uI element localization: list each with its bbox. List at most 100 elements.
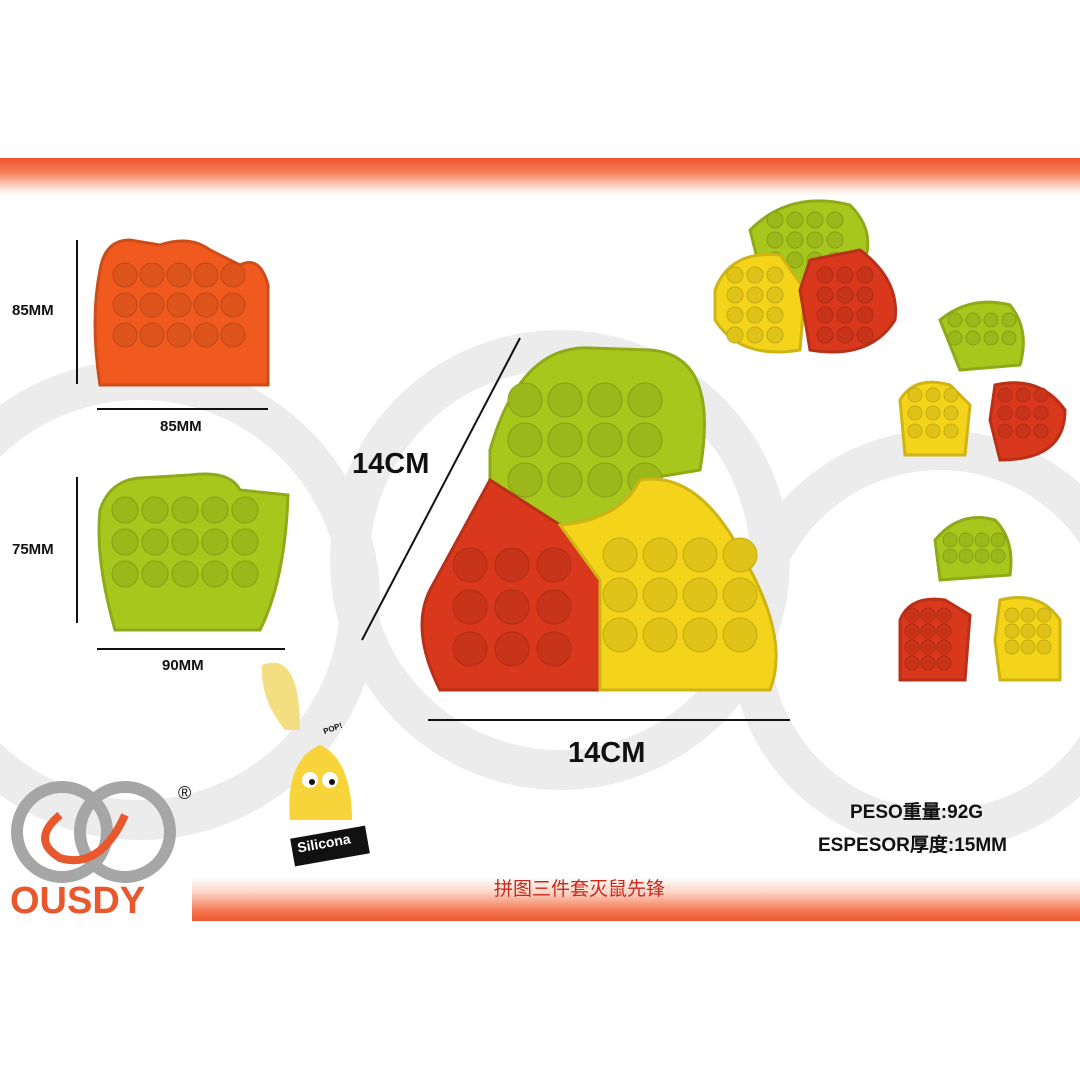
bubble [907, 423, 923, 439]
bubble [965, 312, 981, 328]
bubble [220, 262, 246, 288]
bubble [726, 266, 744, 284]
main-side-label: 14CM [352, 448, 430, 480]
bubble [936, 655, 952, 671]
bubble [1020, 623, 1036, 639]
bubble [974, 532, 990, 548]
bubble [507, 382, 543, 418]
bubble [642, 537, 678, 573]
bubble [722, 617, 758, 653]
bubble [826, 231, 844, 249]
bubble [171, 528, 199, 556]
bubble [936, 623, 952, 639]
thickness-spec: ESPESOR厚度:15MM [818, 835, 1007, 856]
bubble [990, 548, 1006, 564]
bubble [171, 496, 199, 524]
bubble [766, 231, 784, 249]
bubble [587, 462, 623, 498]
piece2-height-label: 75MM [12, 541, 54, 558]
bubble [111, 528, 139, 556]
bottom-banner [192, 877, 1080, 921]
bubble [920, 607, 936, 623]
bubble [947, 312, 963, 328]
bubble [726, 326, 744, 344]
bubble [547, 462, 583, 498]
bottom-right-yellow [993, 596, 1062, 682]
bubble [494, 589, 530, 625]
bubble [452, 631, 488, 667]
bubble [856, 286, 874, 304]
bubble [494, 631, 530, 667]
bubble [766, 326, 784, 344]
bubble [746, 266, 764, 284]
bubble [997, 405, 1013, 421]
silicona-mascot [261, 662, 370, 867]
bubble [1004, 623, 1020, 639]
green-piece [97, 472, 290, 632]
bubble [990, 532, 1006, 548]
bubble [936, 639, 952, 655]
bubble [925, 405, 941, 421]
bubble [139, 322, 165, 348]
bubble [943, 405, 959, 421]
main-yellow-piece [557, 477, 778, 692]
mid-right-yellow [898, 380, 972, 457]
bubble [112, 292, 138, 318]
footer-title: 拼图三件套灭鼠先锋 [494, 879, 666, 900]
bubble [786, 231, 804, 249]
bubble [907, 387, 923, 403]
bubble [816, 286, 834, 304]
bubble [816, 306, 834, 324]
bubble [856, 326, 874, 344]
bubble [925, 387, 941, 403]
bubble [627, 422, 663, 458]
bubble [193, 322, 219, 348]
piece1-width-label: 85MM [160, 418, 202, 435]
bubble [816, 326, 834, 344]
bubble [536, 631, 572, 667]
bubble [766, 306, 784, 324]
ousdy-logo [11, 781, 176, 883]
bubble [856, 266, 874, 284]
bubble [958, 548, 974, 564]
bubble [1033, 423, 1049, 439]
bubble [220, 322, 246, 348]
bubble [507, 462, 543, 498]
bubble [856, 306, 874, 324]
bubble [1004, 639, 1020, 655]
bubble [536, 589, 572, 625]
bubble [112, 262, 138, 288]
registered-mark: ® [178, 783, 192, 803]
bubble [536, 547, 572, 583]
top-banner [0, 158, 1080, 196]
bubble [231, 496, 259, 524]
bubble [452, 547, 488, 583]
bubble [1001, 330, 1017, 346]
bubble [786, 251, 804, 269]
bubble [766, 266, 784, 284]
bubble [806, 211, 824, 229]
bubble [816, 266, 834, 284]
bubble [1015, 423, 1031, 439]
bubble [826, 211, 844, 229]
bottom-right-green [933, 516, 1013, 582]
bubble [682, 617, 718, 653]
bubble [587, 382, 623, 418]
bubble [726, 286, 744, 304]
bubble [766, 211, 784, 229]
bubble [766, 286, 784, 304]
bubble [836, 306, 854, 324]
bubble [1036, 607, 1052, 623]
bubble [746, 286, 764, 304]
bubble [139, 262, 165, 288]
bubble [112, 322, 138, 348]
dimension-arrows [76, 240, 790, 721]
orange-piece [93, 238, 270, 387]
bubble [907, 405, 923, 421]
bubble [141, 560, 169, 588]
bubble [920, 655, 936, 671]
bubble [942, 548, 958, 564]
mid-right-red [988, 381, 1067, 462]
bubble [726, 306, 744, 324]
bubble [836, 286, 854, 304]
